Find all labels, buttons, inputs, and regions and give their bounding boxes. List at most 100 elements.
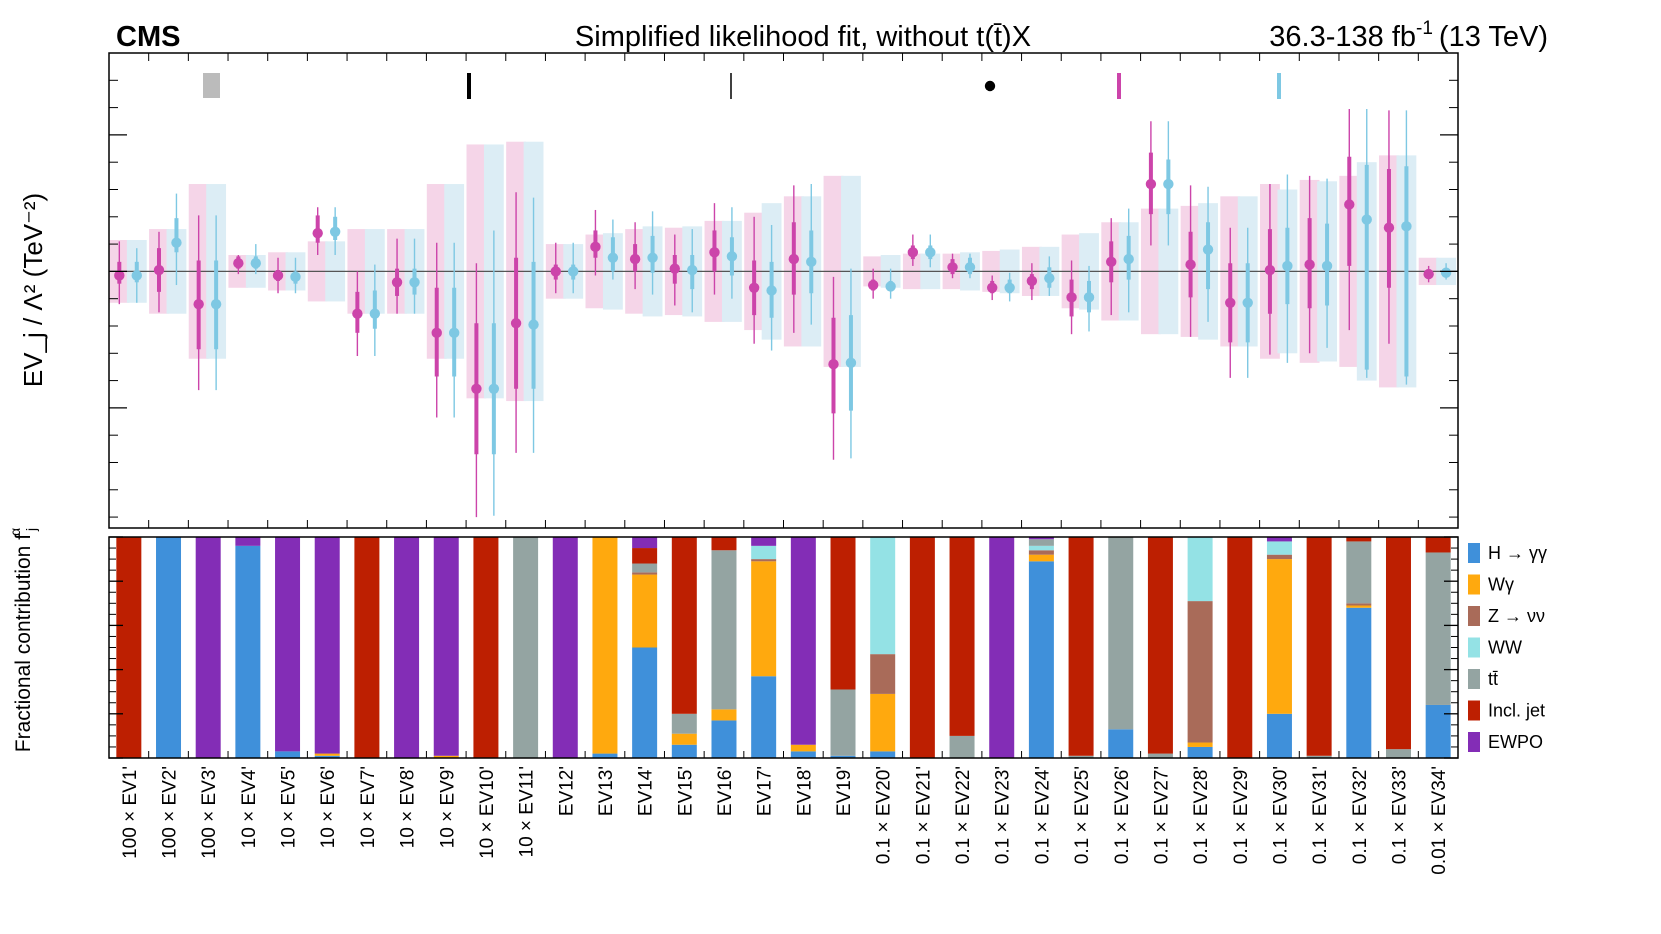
hybrid-best-fit-point [1123, 253, 1134, 265]
process-legend-entry: H → γγ [1468, 543, 1547, 563]
top-panel: EV_j / Λ² (TeV⁻²) [18, 52, 1459, 529]
stack-segment [592, 537, 618, 754]
stack-segment [870, 654, 896, 694]
stack-segment [1147, 753, 1173, 758]
stack-segment [1385, 749, 1411, 758]
bottom-y-axis-title-main: Fractional contribution f [12, 534, 35, 752]
stack-segment [314, 537, 340, 754]
stack-segment [1028, 561, 1054, 758]
legend-entry-hybrid [1277, 73, 1281, 99]
hybrid-best-fit-point [568, 266, 579, 277]
process-legend-label: EWPO [1488, 732, 1543, 752]
simplified-best-fit-point [431, 327, 442, 339]
process-legend-swatch [1468, 700, 1480, 721]
simplified-best-fit-point [1145, 178, 1157, 190]
process-legend-label: tt̄ [1488, 669, 1498, 689]
stack-segment [870, 537, 896, 655]
stack-segment [1346, 603, 1372, 606]
stack-segment [711, 720, 737, 758]
stack-segment [1187, 601, 1213, 743]
simplified-best-fit-point [1304, 259, 1315, 270]
stack-segment [235, 537, 261, 546]
process-legend-entry: Wγ [1468, 574, 1514, 595]
stack-segment [1346, 605, 1372, 608]
simplified-best-fit-point [352, 308, 363, 319]
luminosity-label: 36.3-138 fb-1 (13 TeV) [1269, 18, 1548, 53]
stack-segment [394, 537, 420, 758]
category-label: 100 × EV3' [199, 766, 220, 859]
stack-segment [632, 537, 658, 549]
stack-segment [830, 689, 856, 756]
process-legend-entry: WW [1468, 637, 1522, 658]
stack-segment [909, 537, 935, 758]
hybrid-best-fit-point [1321, 260, 1333, 272]
hybrid-best-fit-point [647, 252, 658, 263]
hybrid-best-fit-point [1004, 282, 1015, 293]
hybrid-best-fit-point [131, 270, 142, 281]
stack-segment [513, 537, 539, 758]
simplified-best-fit-point [1066, 292, 1077, 303]
category-label: EV14' [636, 766, 657, 816]
simplified-best-fit-point [1185, 259, 1196, 270]
luminosity-value: 36.3-138 fb [1269, 21, 1416, 53]
stack-segment [592, 753, 618, 758]
process-legend-label: H → γγ [1488, 543, 1547, 563]
category-label: 0.1 × EV23' [993, 766, 1014, 864]
hybrid-best-fit-point [448, 327, 460, 339]
stack-segment [433, 537, 459, 756]
category-label: 0.1 × EV24' [1032, 766, 1053, 864]
hybrid-best-fit-point [726, 251, 738, 262]
hybrid-best-fit-point [1163, 178, 1174, 190]
legend-entry-simplified [1117, 73, 1121, 99]
category-label: 10 × EV11' [517, 766, 538, 857]
top-legend [203, 73, 1281, 99]
stack-segment [1266, 713, 1292, 758]
category-label: 0.1 × EV20' [874, 766, 895, 864]
process-legend-swatch [1468, 606, 1480, 626]
stack-segment [632, 563, 658, 573]
stack-segment [830, 755, 856, 758]
process-legend: H → γγ Wγ Z → νν WW tt̄ Incl. jet EWPO [1468, 543, 1547, 752]
category-label: 10 × EV8' [398, 766, 419, 848]
stack-segment [275, 751, 301, 758]
hybrid-best-fit-point [171, 237, 182, 248]
bottom-y-axis-title-sup: α [7, 528, 23, 536]
stack-segment [632, 647, 658, 758]
hybrid-best-fit-point [329, 226, 341, 238]
process-legend-label: WW [1488, 638, 1522, 658]
simplified-best-fit-point [510, 318, 522, 329]
stack-segment [751, 545, 777, 560]
stack-segment [632, 548, 658, 564]
bottom-panel: Fractional contribution f jα 100 × EV1' 100… [7, 528, 1547, 875]
hybrid-best-fit-point [210, 298, 222, 310]
hybrid-best-fit-point [806, 256, 817, 268]
bottom-plot-area [109, 537, 1458, 758]
category-label: 10 × EV5' [279, 766, 300, 848]
stack-segment [671, 744, 697, 758]
simplified-best-fit-point [986, 282, 998, 293]
stack-segment [870, 751, 896, 758]
stack-segment [1306, 755, 1332, 758]
simplified-best-fit-point [272, 270, 284, 281]
stack-segment [1108, 537, 1134, 730]
stack-segment [235, 545, 261, 758]
process-legend-label: Incl. jet [1488, 701, 1545, 721]
stack-segment [751, 559, 777, 562]
category-label: 0.1 × EV28' [1191, 766, 1212, 864]
bottom-y-axis-title-sub: j [23, 528, 39, 532]
stack-segment [671, 733, 697, 745]
hybrid-best-fit-point [1044, 273, 1055, 284]
stack-segment [1346, 541, 1372, 604]
category-label: 0.1 × EV21' [913, 766, 934, 864]
stack-segment [1187, 746, 1213, 758]
stack-segment [473, 537, 499, 758]
stack-segment [1266, 537, 1292, 542]
stack-segment [1227, 537, 1253, 758]
category-label: EV18' [794, 766, 815, 816]
stack-segment [1425, 552, 1451, 705]
stack-segment [711, 537, 737, 551]
simplified-best-fit-point [1423, 268, 1434, 280]
simplified-best-fit-point [669, 263, 680, 274]
stack-segment [1425, 537, 1451, 553]
